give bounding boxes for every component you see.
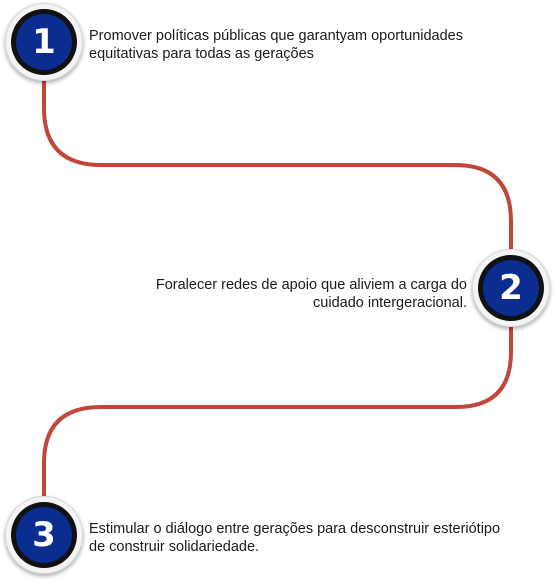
step-2-badge: 2 [472,249,550,327]
step-2-text: Foralecer redes de apoio que aliviem a c… [155,277,467,311]
step-1-badge-ring: 1 [11,9,77,75]
step-2-badge-ring: 2 [478,255,544,321]
step-1-number: 1 [16,14,72,70]
step-3-number: 3 [16,507,72,563]
step-1-badge: 1 [5,3,83,81]
step-1-text: Promover políticas públicas que garantya… [89,28,463,62]
step-3-text: Estimular o diálogo entre gerações para … [89,521,501,555]
step-2-number: 2 [483,260,539,316]
step-3-badge-ring: 3 [11,502,77,568]
step-3-badge: 3 [5,496,83,574]
